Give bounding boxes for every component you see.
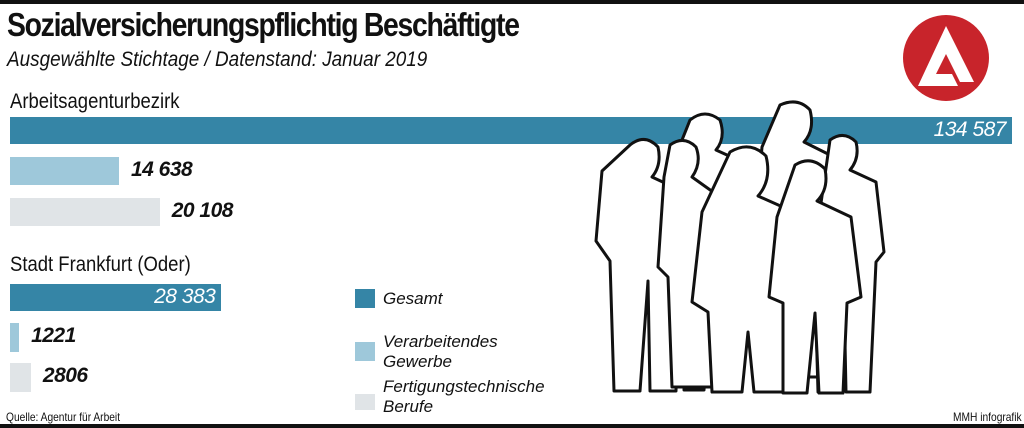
people-silhouette-illustration	[594, 100, 886, 395]
legend-swatch-gesamt	[355, 289, 375, 308]
chart-title: Sozialversicherungspflichtig Beschäftigt…	[7, 6, 520, 43]
top-rule	[0, 0, 1024, 4]
agentur-fuer-arbeit-logo	[903, 15, 989, 101]
legend-label-fertigungstechnische-berufe: Fertigungstechnische Berufe	[383, 377, 545, 416]
bar-arbeitsagenturbezirk-verarbeitendes-gewerbe	[10, 157, 119, 185]
group-label-frankfurt: Stadt Frankfurt (Oder)	[10, 253, 191, 276]
data-label: 134 587	[933, 118, 1007, 141]
legend-label-verarbeitendes-gewerbe: Verarbeitendes Gewerbe	[383, 332, 498, 371]
group-label-arbeitsagenturbezirk: Arbeitsagenturbezirk	[10, 90, 180, 113]
legend-swatch-fertigungstechnische-berufe	[355, 394, 375, 410]
legend-swatch-verarbeitendes-gewerbe	[355, 342, 375, 361]
data-label: 14 638	[130, 158, 193, 181]
data-label: 28 383	[154, 285, 216, 308]
bar-frankfurt-gesamt	[10, 284, 222, 311]
bar-frankfurt-fertigungstechnische-berufe	[10, 363, 31, 392]
legend-label-gesamt: Gesamt	[383, 289, 443, 308]
bar-frankfurt-verarbeitendes-gewerbe	[10, 323, 20, 352]
credit-note: MMH infografik	[953, 410, 1022, 424]
data-label: 20 108	[171, 199, 234, 222]
data-label: 1221	[31, 324, 76, 347]
data-label: 2806	[42, 364, 88, 387]
bottom-rule	[0, 424, 1024, 428]
source-note: Quelle: Agentur für Arbeit	[6, 410, 121, 424]
bar-arbeitsagenturbezirk-fertigungstechnische-berufe	[10, 198, 160, 226]
chart-subtitle: Ausgewählte Stichtage / Datenstand: Janu…	[7, 48, 428, 71]
